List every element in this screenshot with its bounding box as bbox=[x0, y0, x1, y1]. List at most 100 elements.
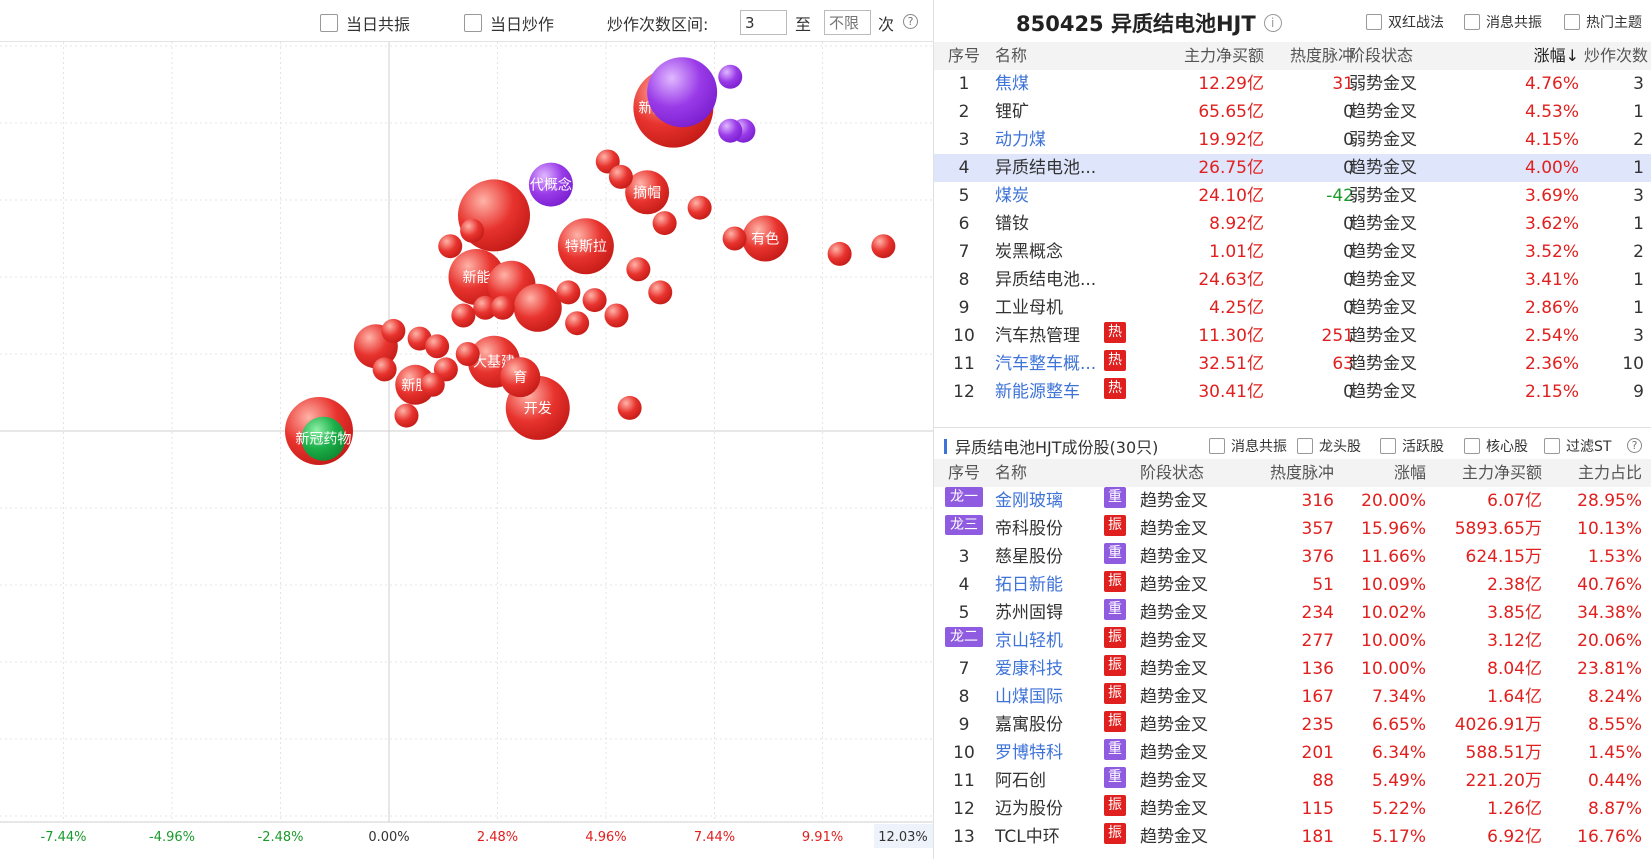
same-day-hype-checkbox[interactable] bbox=[464, 14, 482, 32]
constituent-filter-0[interactable]: 消息共振 bbox=[1209, 436, 1287, 456]
bubble[interactable] bbox=[652, 211, 677, 236]
constituent-row[interactable]: 4 拓日新能 趋势金叉 51 10.09% 2.38亿 40.76% 振 bbox=[934, 571, 1651, 599]
bubble-circle[interactable] bbox=[625, 170, 670, 215]
constituent-filter-1[interactable]: 龙头股 bbox=[1297, 436, 1361, 456]
constituents-help-icon[interactable]: ? bbox=[1627, 438, 1642, 453]
sector-row[interactable]: 10 汽车热管理 11.30亿 251 趋势金叉 2.54% 3 热 bbox=[934, 322, 1651, 350]
bubble[interactable] bbox=[626, 257, 651, 282]
bubble[interactable] bbox=[460, 218, 485, 243]
bubble-circle[interactable] bbox=[394, 403, 419, 428]
bubble-circle[interactable] bbox=[528, 162, 573, 207]
bubble-circle[interactable] bbox=[556, 280, 581, 305]
bubble-circle[interactable] bbox=[490, 295, 515, 320]
constituent-filter-checkbox[interactable] bbox=[1380, 438, 1396, 454]
bubble-circle[interactable] bbox=[687, 195, 712, 220]
range-min-input[interactable] bbox=[740, 10, 787, 35]
sector-col-chg[interactable]: 涨幅↓ bbox=[1533, 46, 1579, 65]
bubble-circle[interactable] bbox=[473, 295, 498, 320]
bubble-circle[interactable] bbox=[647, 57, 718, 128]
bubble[interactable] bbox=[513, 283, 562, 332]
bubble-circle[interactable] bbox=[420, 372, 445, 397]
bubble[interactable] bbox=[648, 280, 673, 305]
constituent-filter-checkbox[interactable] bbox=[1464, 438, 1480, 454]
sector-col-no[interactable]: 序号 bbox=[947, 46, 980, 65]
bubble-circle[interactable] bbox=[608, 164, 633, 189]
constituent-col-ratio[interactable]: 主力占比 bbox=[1577, 463, 1642, 482]
bubble-circle[interactable] bbox=[513, 283, 562, 332]
bubble[interactable] bbox=[420, 372, 445, 397]
sector-row[interactable]: 3 动力煤 19.92亿 0 弱势金叉 4.15% 2 bbox=[934, 126, 1651, 154]
constituent-filter-3[interactable]: 核心股 bbox=[1464, 436, 1528, 456]
bubble[interactable] bbox=[871, 234, 896, 259]
constituent-col-net[interactable]: 主力净买额 bbox=[1461, 463, 1542, 482]
bubble-chart[interactable]: -7.44% -4.96% -2.48% 0.00% 2.48% 4.96% 7.44% 9.… bbox=[0, 42, 933, 859]
bubble[interactable] bbox=[608, 164, 633, 189]
sector-row[interactable]: 9 工业母机 4.25亿 0 趋势金叉 2.86% 1 bbox=[934, 294, 1651, 322]
sector-filter-1[interactable]: 消息共振 bbox=[1464, 12, 1542, 32]
bubble-circle[interactable] bbox=[381, 318, 406, 343]
bubble-circle[interactable] bbox=[871, 234, 896, 259]
sector-row[interactable]: 8 异质结电池... 24.63亿 0 趋势金叉 3.41% 1 bbox=[934, 266, 1651, 294]
bubble[interactable]: 特斯拉 bbox=[557, 218, 614, 275]
constituent-row[interactable]: 龙三 帝科股份 趋势金叉 357 15.96% 5893.65万 10.13% 振 bbox=[934, 515, 1651, 543]
constituent-row[interactable]: 13 TCL中环 趋势金叉 181 5.17% 6.92亿 16.76% 振 bbox=[934, 823, 1651, 851]
constituent-row[interactable]: 龙二 京山轻机 趋势金叉 277 10.00% 3.12亿 20.06% 振 bbox=[934, 627, 1651, 655]
bubble[interactable] bbox=[438, 234, 463, 259]
bubble[interactable] bbox=[687, 195, 712, 220]
constituent-row[interactable]: 5 苏州固锝 趋势金叉 234 10.02% 3.85亿 34.38% 重 bbox=[934, 599, 1651, 627]
constituent-col-name[interactable]: 名称 bbox=[995, 463, 1028, 482]
bubble[interactable] bbox=[582, 288, 607, 313]
constituent-row[interactable]: 12 迈为股份 趋势金叉 115 5.22% 1.26亿 8.87% 振 bbox=[934, 795, 1651, 823]
bubble[interactable] bbox=[827, 241, 852, 266]
bubble-circle[interactable] bbox=[500, 357, 541, 398]
constituent-col-stage[interactable]: 阶段状态 bbox=[1140, 463, 1205, 482]
bubble-circle[interactable] bbox=[425, 334, 450, 359]
constituent-filter-checkbox[interactable] bbox=[1297, 438, 1313, 454]
bubble-circle[interactable] bbox=[565, 311, 590, 336]
sector-row[interactable]: 5 煤炭 24.10亿 -42 弱势金叉 3.69% 3 bbox=[934, 182, 1651, 210]
bubble-circle[interactable] bbox=[718, 118, 743, 143]
bubble[interactable]: 育 bbox=[500, 357, 541, 398]
constituent-row[interactable]: 9 嘉寓股份 趋势金叉 235 6.65% 4026.91万 8.55% 振 bbox=[934, 711, 1651, 739]
bubble-circle[interactable] bbox=[648, 280, 673, 305]
constituent-col-chg[interactable]: 涨幅 bbox=[1393, 463, 1426, 482]
bubble[interactable] bbox=[647, 57, 718, 128]
bubble[interactable] bbox=[473, 295, 498, 320]
bubble[interactable] bbox=[490, 295, 515, 320]
sector-col-count[interactable]: 炒作次数 bbox=[1584, 46, 1649, 65]
constituent-row[interactable]: 8 山煤国际 趋势金叉 167 7.34% 1.64亿 8.24% 振 bbox=[934, 683, 1651, 711]
bubble[interactable] bbox=[604, 303, 629, 328]
bubble[interactable] bbox=[722, 226, 747, 251]
bubble[interactable] bbox=[451, 303, 476, 328]
bubble[interactable] bbox=[381, 318, 406, 343]
bubble[interactable]: 新冠药物 bbox=[295, 416, 351, 461]
bubble[interactable] bbox=[617, 395, 642, 420]
bubble[interactable]: 代概念 bbox=[528, 162, 573, 207]
bubble[interactable] bbox=[425, 334, 450, 359]
same-day-hype-toggle[interactable]: 当日炒作 bbox=[464, 11, 554, 35]
sector-row[interactable]: 1 焦煤 12.29亿 31 弱势金叉 4.76% 3 bbox=[934, 70, 1651, 98]
help-icon[interactable]: ? bbox=[903, 14, 918, 29]
bubble-circle[interactable] bbox=[455, 342, 480, 366]
info-icon[interactable]: i bbox=[1263, 14, 1282, 32]
constituent-filter-2[interactable]: 活跃股 bbox=[1380, 436, 1444, 456]
bubble[interactable]: 有色 bbox=[742, 215, 789, 262]
sector-col-stage[interactable]: 阶段状态 bbox=[1349, 46, 1414, 65]
bubble-circle[interactable] bbox=[372, 357, 397, 382]
bubble[interactable] bbox=[556, 280, 581, 305]
sector-filter-checkbox[interactable] bbox=[1366, 14, 1382, 30]
bubble-circle[interactable] bbox=[451, 303, 476, 328]
constituent-row[interactable]: 3 慈星股份 趋势金叉 376 11.66% 624.15万 1.53% 重 bbox=[934, 543, 1651, 571]
sector-filter-0[interactable]: 双红战法 bbox=[1366, 12, 1444, 32]
bubble[interactable] bbox=[718, 64, 743, 89]
constituent-col-heat[interactable]: 热度脉冲 bbox=[1269, 463, 1334, 482]
constituent-row[interactable]: 7 爱康科技 趋势金叉 136 10.00% 8.04亿 23.81% 振 bbox=[934, 655, 1651, 683]
sector-row[interactable]: 4 异质结电池... 26.75亿 0 趋势金叉 4.00% 1 bbox=[934, 154, 1651, 182]
bubble-circle[interactable] bbox=[604, 303, 629, 328]
constituent-row[interactable]: 龙一 金刚玻璃 趋势金叉 316 20.00% 6.07亿 28.95% 重 bbox=[934, 487, 1651, 515]
bubble-circle[interactable] bbox=[742, 215, 789, 262]
bubble[interactable] bbox=[455, 342, 480, 366]
bubble-circle[interactable] bbox=[395, 364, 436, 405]
constituent-col-no[interactable]: 序号 bbox=[947, 463, 980, 482]
range-max-input[interactable] bbox=[824, 10, 871, 35]
